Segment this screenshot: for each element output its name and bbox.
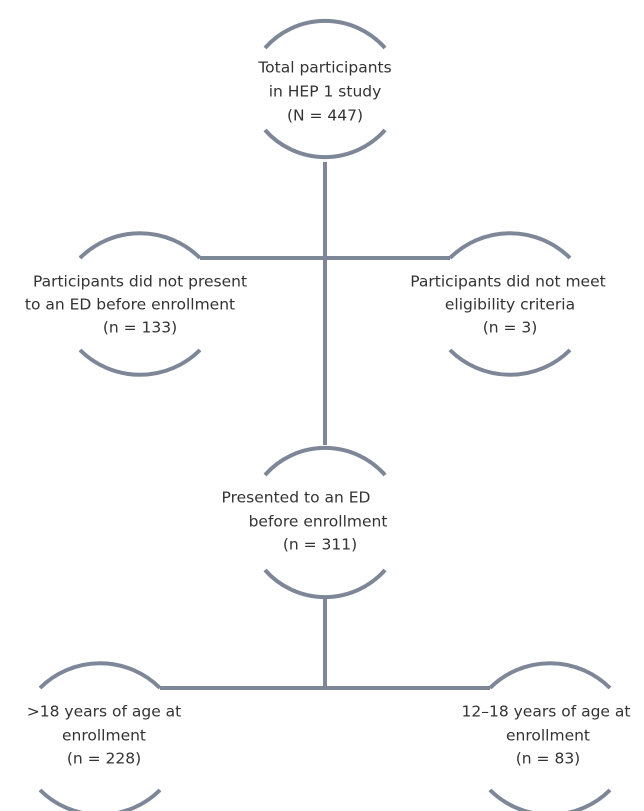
arc <box>448 231 572 260</box>
node-text: (n = 228) <box>67 750 141 768</box>
node-text: Presented to an ED <box>222 489 371 507</box>
node-0: Total participants in HEP 1 study (N = 4… <box>257 59 391 125</box>
node-text: eligibility criteria <box>445 296 575 314</box>
arc <box>263 568 387 600</box>
node-text: Participants did not present <box>33 273 247 291</box>
node-text: enrollment <box>506 727 590 745</box>
arc <box>263 18 387 50</box>
node-text: Total participants <box>257 59 391 77</box>
node-text: to an ED before enrollment <box>25 296 235 314</box>
arc <box>38 661 162 690</box>
connectors <box>160 162 490 690</box>
node-text: (n = 3) <box>483 319 538 337</box>
node-text: before enrollment <box>249 513 388 531</box>
arc <box>488 661 612 690</box>
node-4: >18 years of age at enrollment (n = 228) <box>27 703 181 768</box>
node-text: >18 years of age at <box>27 703 181 721</box>
arcs <box>38 18 612 811</box>
node-text: enrollment <box>62 727 146 745</box>
node-text: 12–18 years of age at <box>462 703 631 721</box>
arc <box>263 445 387 477</box>
node-2: Participants did not meet eligibility cr… <box>410 273 605 337</box>
node-text: Participants did not meet <box>410 273 605 291</box>
arc <box>448 348 572 377</box>
node-5: 12–18 years of age at enrollment (n = 83… <box>462 703 631 768</box>
node-text: (n = 83) <box>516 750 580 768</box>
arc <box>78 231 202 260</box>
node-1: Participants did not present to an ED be… <box>25 273 247 337</box>
arc <box>78 348 202 377</box>
node-3: Presented to an ED before enrollment (n … <box>222 489 388 554</box>
arc <box>488 788 612 811</box>
node-text: (n = 311) <box>283 536 357 554</box>
node-text: (N = 447) <box>287 107 363 125</box>
arc <box>38 788 162 811</box>
node-text: in HEP 1 study <box>269 83 382 101</box>
arc <box>263 128 387 160</box>
node-text: (n = 133) <box>103 319 177 337</box>
